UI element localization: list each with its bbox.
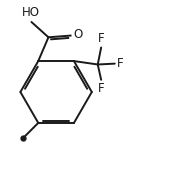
Text: F: F bbox=[98, 82, 105, 95]
Text: HO: HO bbox=[22, 6, 40, 19]
Text: O: O bbox=[74, 28, 83, 41]
Text: F: F bbox=[98, 32, 105, 45]
Text: F: F bbox=[117, 57, 124, 70]
